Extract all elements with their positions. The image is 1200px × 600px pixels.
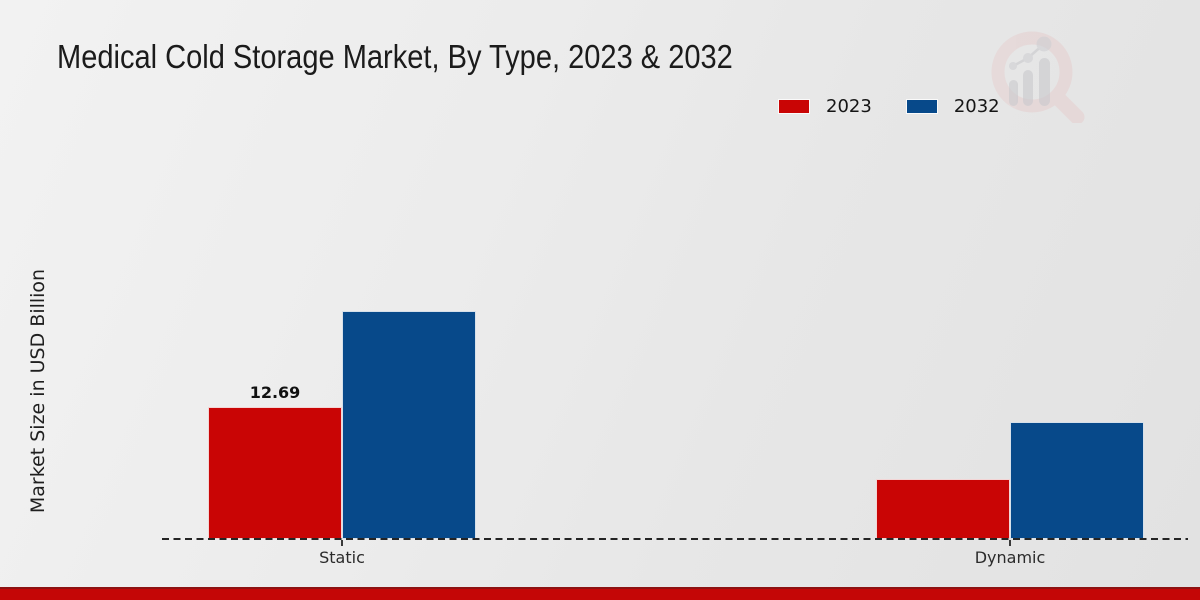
y-axis-label: Market Size in USD Billion bbox=[27, 268, 49, 514]
x-tick-static bbox=[341, 540, 343, 546]
legend: 2023 2032 bbox=[778, 96, 1000, 117]
chart-title: Medical Cold Storage Market, By Type, 20… bbox=[57, 38, 733, 75]
x-tick-dynamic bbox=[1009, 540, 1011, 546]
legend-item-2023: 2023 bbox=[778, 96, 872, 117]
x-tick-label-static: Static bbox=[319, 548, 365, 567]
legend-swatch-2023 bbox=[778, 99, 810, 114]
bar-static-2023 bbox=[208, 407, 342, 539]
legend-swatch-2032 bbox=[905, 99, 938, 114]
legend-label: 2023 bbox=[826, 96, 872, 117]
market-research-magnifier-logo bbox=[991, 31, 1085, 123]
legend-item-2032: 2032 bbox=[905, 96, 1000, 117]
x-axis-baseline bbox=[162, 538, 1188, 540]
data-label-static-2023: 12.69 bbox=[249, 383, 301, 402]
bar-dynamic-2032 bbox=[1010, 422, 1144, 539]
legend-label: 2032 bbox=[953, 96, 1000, 117]
x-tick-label-dynamic: Dynamic bbox=[974, 548, 1046, 567]
footer-accent-bar bbox=[0, 587, 1200, 600]
bar-dynamic-2023 bbox=[876, 479, 1010, 539]
bar-static-2032 bbox=[342, 311, 476, 539]
